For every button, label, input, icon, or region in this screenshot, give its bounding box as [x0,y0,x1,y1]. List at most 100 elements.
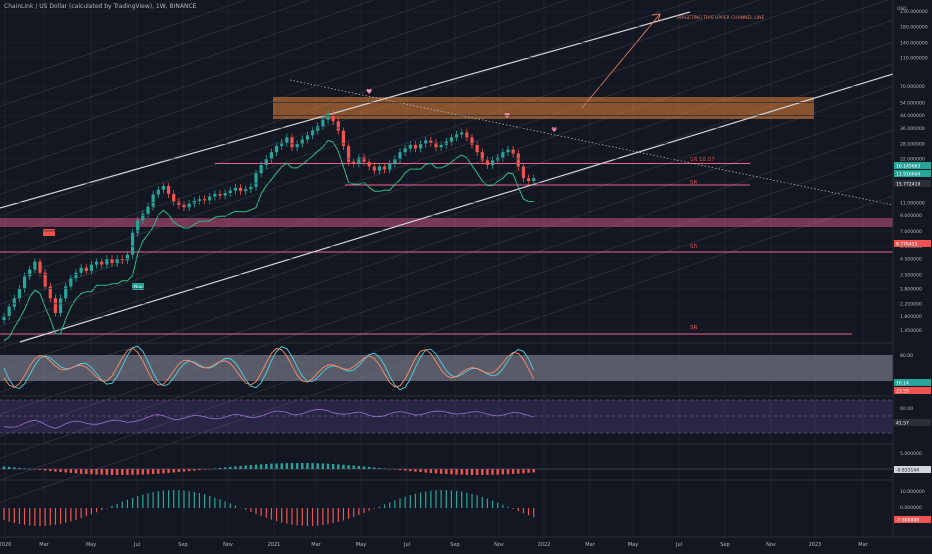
macd-histogram-bar [126,469,129,475]
osc-level: 10.000000 [900,489,925,495]
oscillator-bar [70,508,72,522]
macd-histogram-bar [115,469,119,475]
candle [64,286,68,299]
oscillator-bar [445,490,447,508]
macd-histogram-bar [33,469,37,470]
oscillator-bar [306,508,309,526]
oscillator-bar [507,506,509,508]
oscillator-bar [322,508,324,526]
oscillator-bar [188,491,190,508]
macd-histogram-bar [146,469,150,475]
price-badge: 6.776455 [896,242,918,248]
macd-histogram-bar [208,469,211,470]
candle [177,201,181,205]
oscillator-bar [34,508,36,526]
oscillator-bar [193,491,195,508]
candle [393,159,397,164]
macd-histogram-bar [429,469,433,473]
upper-channel-line [0,11,691,209]
macd-histogram-bar [110,469,114,475]
macd-histogram-bar [74,469,78,474]
candle [377,166,382,171]
channel-guide [0,0,311,107]
oscillator-bar [363,508,365,514]
oscillator-bar [65,508,67,523]
price-badge: 11.916604 [896,172,920,178]
candle [89,264,94,272]
channel-guide [0,151,894,459]
sr-lines [0,163,893,335]
osc-badge-bg [894,516,931,523]
channel-guide [0,0,696,239]
candle [310,130,315,136]
macd-histogram-bar [290,463,294,469]
time-label: Mar [311,542,321,548]
price-tick-label: 36.000000 [900,126,925,132]
price-axis[interactable] [893,0,932,550]
macd-histogram-bar [177,469,181,473]
target-arrow [581,13,661,109]
oscillator-bar [476,495,478,508]
candle [475,144,479,153]
candle [182,204,186,208]
price-tick-label: 110.000000 [900,56,928,62]
time-label: 2020 [0,542,11,548]
oscillator-bar [178,490,180,508]
time-label: May [356,542,366,548]
price-tick-label: 22.000000 [900,157,925,163]
oscillator-bar [491,500,494,508]
stoch-k-line [3,345,535,391]
macd-histogram-bar [85,469,88,474]
price-tick-label: 28.000000 [900,142,925,148]
macd-histogram-bar [64,469,67,473]
macd-histogram-bar [249,465,253,469]
candle [511,149,515,154]
oscillator-bar [260,508,262,516]
macd-histogram-bar [352,465,355,469]
channel-guide [0,0,375,129]
macd-histogram-bar [239,465,242,469]
macd-histogram-bar [234,466,237,469]
macd-histogram-bar [460,469,463,475]
candle [346,146,351,162]
time-label: Jul [133,542,140,548]
oscillator-bar [291,508,293,525]
oscillator-bar [409,495,411,508]
oscillator-bar [203,494,206,508]
candle [490,160,495,165]
time-axis[interactable]: 2020 Mar May Jul Sep Nov 2021 Mar May Jul Sep Nov 20… [0,542,869,548]
candle [48,286,52,299]
macd-histogram-bar [187,469,191,472]
rsi-pane [3,409,534,429]
candle [79,267,83,273]
oscillator-bar [49,508,51,526]
candle [285,137,289,143]
macd-histogram-bar [311,463,314,469]
oscillator-bar [111,505,113,508]
macd-histogram-bar [522,469,525,474]
oscillator-bar [286,508,288,524]
macd-histogram-bar [306,463,309,469]
oscillator-bar [80,508,82,519]
candle [130,232,135,255]
price-tick-label: 9.000000 [900,213,922,219]
time-label: Sep [450,542,459,548]
oscillator-bar [101,508,103,511]
macd-histogram-bar [18,467,21,469]
macd-histogram-bar [157,469,160,474]
price-tick-label: 2.200000 [900,302,922,308]
price-badge-bg [894,162,931,169]
oscillator-bar [522,508,525,514]
candle [305,135,310,140]
macd-histogram-bar [23,468,26,469]
macd-histogram-bar [465,469,469,475]
macd-histogram-bar [481,469,484,475]
macd-histogram-bar [527,469,530,473]
price-badges: 16.145663 11.916604 15.772419 6.776455 16.14… [894,162,931,524]
candle [465,132,469,138]
macd-histogram-bar [229,466,232,469]
macd-histogram-bar [100,469,103,475]
oscillator-bar [209,495,211,508]
oscillator-bar [198,493,201,508]
